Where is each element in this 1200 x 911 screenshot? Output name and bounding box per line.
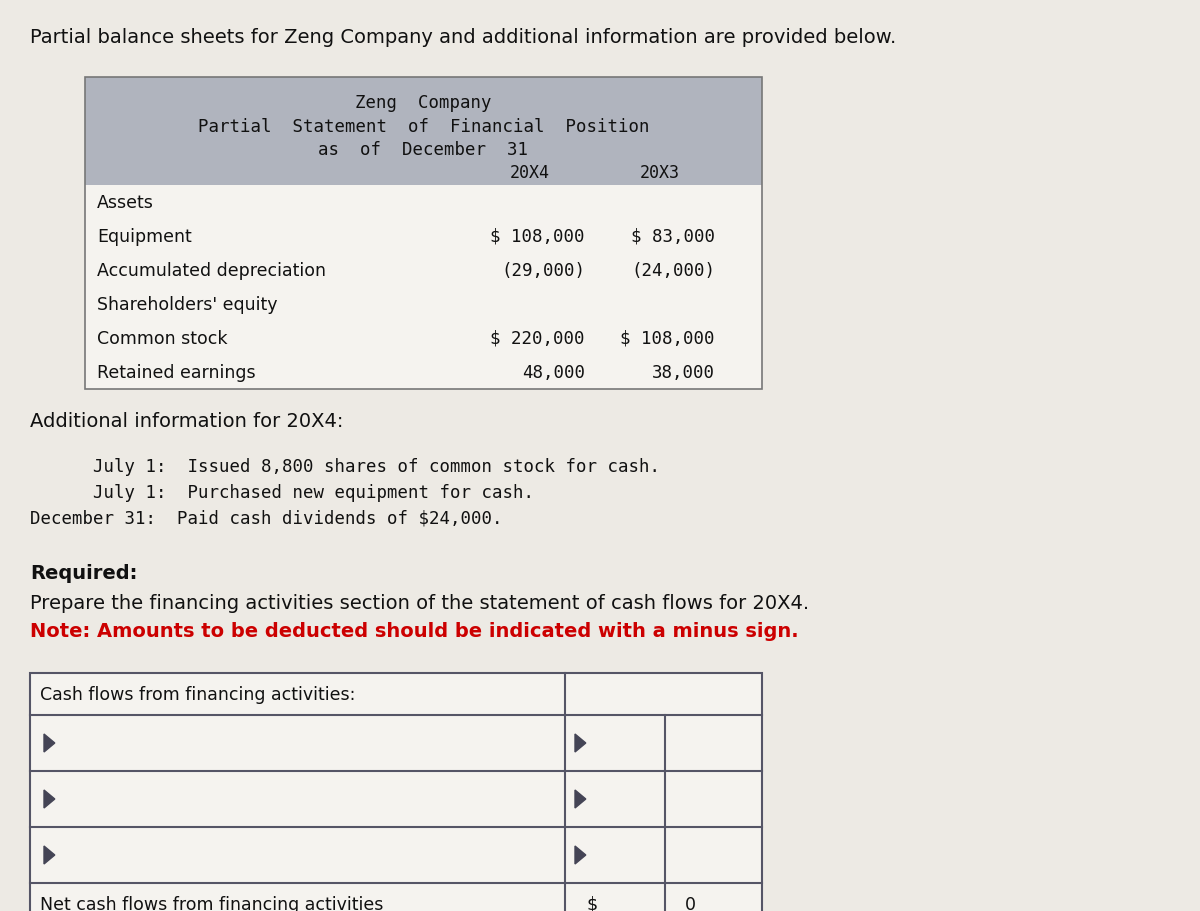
Text: Partial balance sheets for Zeng Company and additional information are provided : Partial balance sheets for Zeng Company … bbox=[30, 28, 896, 47]
Text: $ 108,000: $ 108,000 bbox=[491, 228, 586, 246]
Polygon shape bbox=[575, 734, 586, 752]
Bar bbox=[85, 78, 762, 390]
Text: Net cash flows from financing activities: Net cash flows from financing activities bbox=[40, 895, 383, 911]
Text: Cash flows from financing activities:: Cash flows from financing activities: bbox=[40, 685, 355, 703]
Text: Required:: Required: bbox=[30, 563, 137, 582]
Text: (24,000): (24,000) bbox=[631, 261, 715, 280]
Polygon shape bbox=[44, 734, 55, 752]
Text: Retained earnings: Retained earnings bbox=[97, 363, 256, 382]
Bar bbox=[85, 186, 762, 390]
Text: $ 108,000: $ 108,000 bbox=[620, 330, 715, 348]
Text: Zeng  Company: Zeng Company bbox=[355, 94, 492, 112]
Text: July 1:  Issued 8,800 shares of common stock for cash.: July 1: Issued 8,800 shares of common st… bbox=[30, 457, 660, 476]
Text: 38,000: 38,000 bbox=[652, 363, 715, 382]
Text: $ 83,000: $ 83,000 bbox=[631, 228, 715, 246]
Text: Prepare the financing activities section of the statement of cash flows for 20X4: Prepare the financing activities section… bbox=[30, 593, 809, 612]
Polygon shape bbox=[44, 846, 55, 864]
Text: Additional information for 20X4:: Additional information for 20X4: bbox=[30, 412, 343, 431]
Text: December 31:  Paid cash dividends of $24,000.: December 31: Paid cash dividends of $24,… bbox=[30, 509, 503, 527]
Text: 0: 0 bbox=[685, 895, 696, 911]
Text: Shareholders' equity: Shareholders' equity bbox=[97, 296, 277, 313]
Text: $: $ bbox=[587, 895, 599, 911]
Text: Note: Amounts to be deducted should be indicated with a minus sign.: Note: Amounts to be deducted should be i… bbox=[30, 621, 799, 640]
Polygon shape bbox=[44, 790, 55, 808]
Bar bbox=[30, 673, 762, 911]
Text: 48,000: 48,000 bbox=[522, 363, 586, 382]
Text: Assets: Assets bbox=[97, 194, 154, 211]
Text: (29,000): (29,000) bbox=[502, 261, 586, 280]
Text: as  of  December  31: as of December 31 bbox=[318, 141, 528, 159]
Polygon shape bbox=[575, 846, 586, 864]
Text: $ 220,000: $ 220,000 bbox=[491, 330, 586, 348]
Text: Partial  Statement  of  Financial  Position: Partial Statement of Financial Position bbox=[198, 118, 649, 136]
Text: July 1:  Purchased new equipment for cash.: July 1: Purchased new equipment for cash… bbox=[30, 484, 534, 501]
Polygon shape bbox=[575, 790, 586, 808]
Text: Equipment: Equipment bbox=[97, 228, 192, 246]
Text: 20X4: 20X4 bbox=[510, 164, 550, 182]
Text: Accumulated depreciation: Accumulated depreciation bbox=[97, 261, 326, 280]
Text: Common stock: Common stock bbox=[97, 330, 228, 348]
Bar bbox=[85, 78, 762, 186]
Text: 20X3: 20X3 bbox=[640, 164, 680, 182]
